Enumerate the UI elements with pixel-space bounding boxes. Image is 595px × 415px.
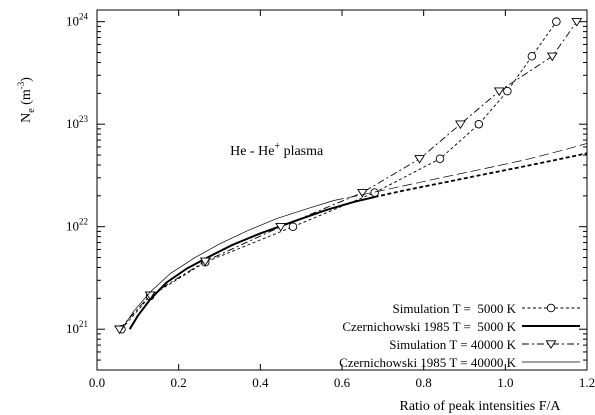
labels-layer: 0.0 0.2 0.4 0.6 0.8 1.0 1.2 1021 1022 1023 1024 Rat… <box>16 12 595 414</box>
data-point <box>199 257 211 267</box>
data-point <box>527 52 537 61</box>
series-sim40000 <box>114 18 583 335</box>
data-point <box>435 154 445 164</box>
data-point <box>414 155 425 164</box>
axes <box>96 9 588 371</box>
x-tick-label: 0.8 <box>416 375 432 390</box>
legend-marker <box>546 303 556 313</box>
y-tick-label: 1021 <box>66 319 88 336</box>
series-line <box>128 196 375 330</box>
data-point <box>370 188 379 197</box>
data-point <box>357 188 368 198</box>
legend-label: Simulation T = 5000 K <box>393 301 517 316</box>
data-point <box>552 17 561 26</box>
x-tick-label: 0.2 <box>171 375 187 390</box>
series-layer <box>114 17 588 335</box>
y-tick-label: 1024 <box>66 12 89 29</box>
series-line <box>119 21 578 330</box>
data-point <box>455 120 466 130</box>
x-tick-label: 0.4 <box>252 375 269 390</box>
series-cz40000 <box>121 143 588 330</box>
data-point <box>493 87 505 97</box>
x-axis-label: Ratio of peak intensities F/A <box>400 399 562 414</box>
legend-label: Simulation T = 40000 K <box>389 337 516 352</box>
series-sim5000 <box>117 17 561 334</box>
y-tick-label: 1022 <box>66 217 88 234</box>
series-line <box>121 21 557 330</box>
data-point <box>474 119 484 129</box>
series-cz5000 <box>128 152 588 330</box>
legend-marker <box>545 340 557 349</box>
series-extension-line <box>333 143 588 201</box>
data-point <box>571 18 583 27</box>
series-line <box>121 200 334 330</box>
plot-frame <box>96 9 588 371</box>
data-point <box>114 325 125 335</box>
data-point <box>546 52 558 62</box>
legend-label: Czernichowski 1985 T = 5000 K <box>342 319 516 334</box>
x-tick-label: 1.2 <box>579 375 595 390</box>
plot-annotation: He - He+ plasma <box>230 141 324 159</box>
data-point <box>503 86 512 96</box>
x-tick-label: 1.0 <box>497 375 513 390</box>
legend-label: Czernichowski 1985 T = 40000 K <box>339 355 517 370</box>
x-tick-label: 0.0 <box>89 375 105 390</box>
y-axis-label: Ne (m-3) <box>16 77 37 123</box>
x-tick-label: 0.6 <box>334 375 351 390</box>
data-point <box>288 222 298 231</box>
y-tick-label: 1023 <box>66 114 89 131</box>
legend: Simulation T = 5000 K Czernichowski 1985 … <box>339 301 580 370</box>
data-point <box>275 223 287 232</box>
series-extension-line <box>374 152 588 198</box>
